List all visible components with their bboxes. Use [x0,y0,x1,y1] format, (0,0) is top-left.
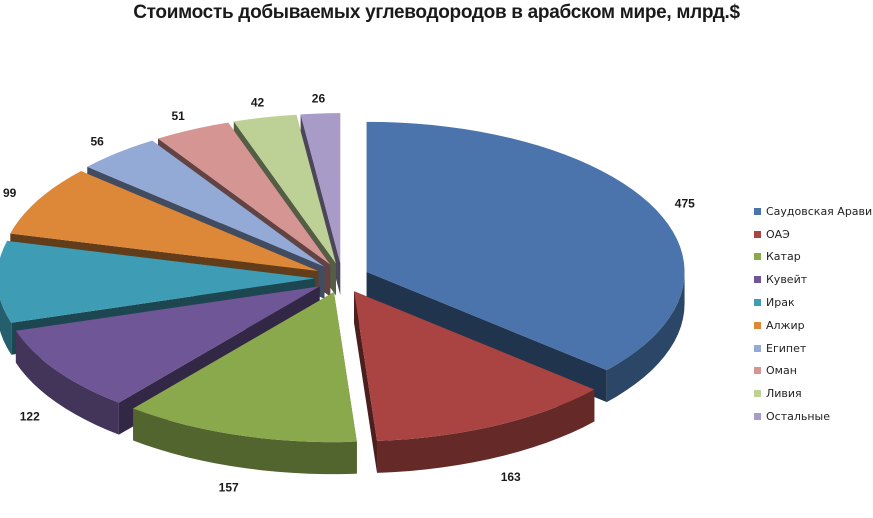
legend-label-6: Алжир [766,318,805,332]
legend-label-1: Саудовская Аравия [766,204,873,218]
legend-item-1: Саудовская Аравия [754,200,873,223]
data-label-4: 122 [20,410,40,424]
legend-swatch-3 [754,253,761,261]
legend-swatch-7 [754,344,761,352]
pie-slice-wall-1-1 [366,271,607,403]
legend-swatch-5 [754,299,761,307]
pie-slice-side-3-0 [133,408,357,475]
data-label-3: 157 [219,481,239,495]
pie-slice-top-7 [87,140,325,267]
pie-slice-side-1-0 [606,271,685,403]
legend-item-8: Оман [754,360,869,383]
legend-item-7: Египет [754,337,869,360]
data-label-2: 163 [501,470,521,484]
legend-swatch-2 [754,230,761,238]
pie-slice-top-3 [133,292,357,443]
pie-slice-side-2-0 [377,389,595,473]
pie-slice-top-9 [233,114,336,264]
legend-swatch-4 [754,276,761,284]
pie-slice-top-2 [354,291,595,441]
data-label-1: 475 [675,196,695,210]
pie-slice-wall-2-1 [354,291,378,473]
pie-slice-top-4 [15,286,320,403]
legend-label-8: Оман [766,364,797,378]
legend-item-6: Алжир [754,314,869,337]
data-label-6: 99 [3,186,17,200]
legend-swatch-6 [754,321,761,329]
pie-slice-top-5 [0,240,316,323]
legend-item-5: Ирак [754,291,869,314]
legend-swatch-8 [754,367,761,375]
data-label-7: 56 [91,134,105,148]
legend-label-2: ОАЭ [766,227,790,241]
legend-label-3: Катар [766,250,801,264]
pie-slice-1 [366,121,685,403]
pie-slice-top-8 [157,122,331,265]
legend-item-10: Остальные [754,405,869,428]
legend-label-5: Ирак [766,296,795,310]
data-label-8: 51 [171,109,185,123]
legend-label-10: Остальные [766,410,831,424]
pie-slice-side-4-0 [15,330,119,435]
legend-item-2: ОАЭ [754,223,869,246]
legend-swatch-10 [754,413,761,421]
legend-label-9: Ливия [766,387,802,401]
legend-swatch-1 [754,207,761,215]
legend-label-7: Египет [766,341,807,355]
legend-item-9: Ливия [754,382,869,405]
pie-slice-top-10 [300,113,341,264]
pie-slice-side-5-0 [0,298,12,355]
data-label-9: 42 [251,96,265,110]
legend-item-4: Кувейт [754,268,869,291]
pie-slice-top-1 [366,121,685,371]
data-label-10: 26 [312,92,326,106]
legend-swatch-9 [754,390,761,398]
pie-slice-3 [133,292,357,475]
legend-item-3: Катар [754,246,869,269]
pie-slice-top-6 [10,171,319,272]
chart-title: Стоимость добываемых углеводородов в ара… [133,2,740,23]
legend-label-4: Кувейт [766,273,808,287]
chart-legend: Саудовская Аравия ОАЭ Катар Кувейт Ирак Алжир… [754,200,873,428]
pie-slice-2 [354,291,595,473]
